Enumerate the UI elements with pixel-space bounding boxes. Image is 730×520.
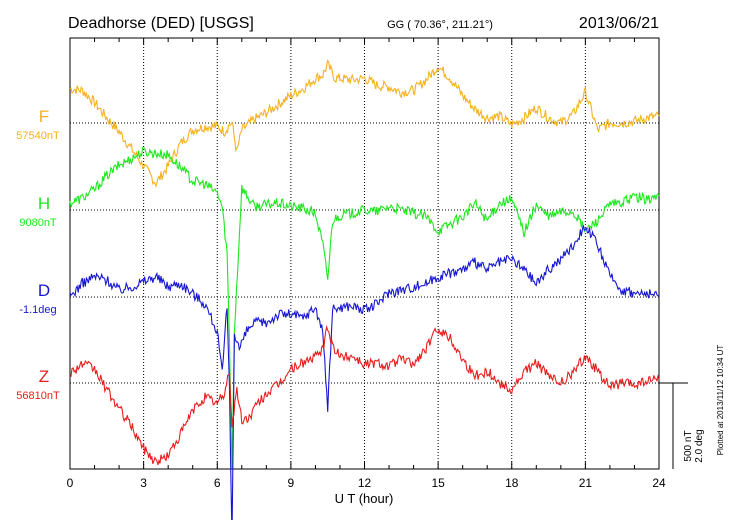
plotted-timestamp: Plotted at 2013/11/12 10:34 UT [716,345,725,456]
scale-nt-label: 500 nT [683,430,694,461]
series-baseline-z: 56810nT [16,390,60,402]
x-tick-label: 24 [652,476,666,490]
series-name-d: D [38,281,50,300]
series-baseline-d: -1.1deg [19,304,56,316]
date-label: 2013/06/21 [579,15,659,32]
x-tick-label: 12 [358,476,372,490]
x-tick-label: 0 [67,476,74,490]
series-line-h [69,146,660,469]
x-tick-label: 21 [579,476,593,490]
series-lines [69,59,660,520]
x-tick-label: 9 [288,476,295,490]
series-line-z [69,324,660,466]
tick-marks: 0 3 6 9 12 15 18 21 24 [67,38,666,490]
x-tick-label: 15 [431,476,445,490]
series-name-h: H [38,194,50,213]
x-tick-label: 6 [214,476,221,490]
series-name-z: Z [39,367,49,386]
series-line-f [69,59,660,188]
series-line-d [69,225,660,520]
series-baseline-h: 9080nT [19,217,57,229]
series-name-f: F [39,107,49,126]
station-title: Deadhorse (DED) [USGS] [68,15,254,32]
x-tick-label: 3 [140,476,147,490]
scale-deg-label: 2.0 deg [694,429,705,462]
x-tick-label: 18 [505,476,519,490]
grid-lines [70,38,659,469]
series-baseline-f: 57540nT [16,130,60,142]
scale-bar: 500 nT 2.0 deg [659,382,705,469]
x-axis-label: U T (hour) [335,491,394,506]
series-labels: F 57540nT H 9080nT D -1.1deg Z 56810nT [16,107,60,402]
station-coords: GG ( 70.36°, 211.21°) [387,19,493,31]
